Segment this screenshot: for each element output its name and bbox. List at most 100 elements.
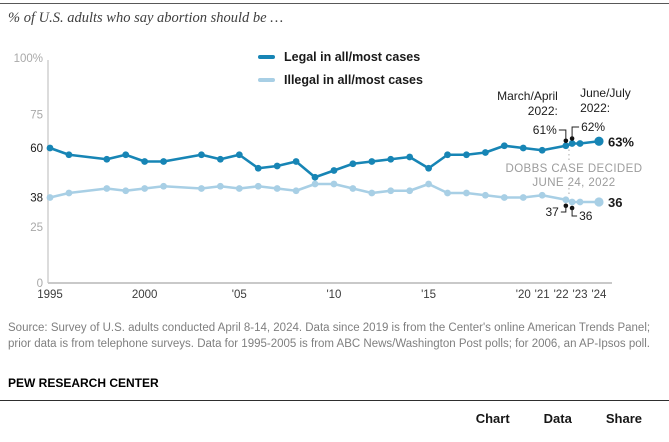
x-tick-label: '10 — [326, 289, 341, 301]
data-point-marker — [538, 146, 546, 154]
data-point-marker — [568, 140, 576, 147]
data-point-marker — [576, 140, 584, 147]
data-point-marker — [254, 164, 262, 172]
data-point-marker — [368, 158, 376, 165]
data-point-marker — [103, 155, 111, 163]
data-point-marker — [481, 191, 489, 199]
data-point-marker — [500, 142, 508, 150]
tab-data[interactable]: Data — [543, 411, 572, 426]
data-point-marker — [65, 189, 73, 197]
data-point-marker — [311, 173, 319, 181]
data-point-marker — [141, 158, 149, 165]
data-point-marker — [254, 182, 262, 190]
x-tick-label: '23 — [573, 289, 588, 301]
data-point-marker — [463, 151, 470, 159]
data-point-marker — [406, 153, 414, 161]
data-point-marker — [519, 144, 527, 152]
legend-item-legal: Legal in all/most cases — [258, 50, 423, 64]
data-point-marker — [46, 144, 54, 152]
data-point-marker — [444, 151, 451, 159]
tab-share[interactable]: Share — [605, 411, 642, 426]
y-tick-label: 60 — [30, 143, 43, 155]
annotation-june-july: 2022: — [580, 101, 610, 115]
survey-emphasis-dot — [563, 138, 569, 144]
data-point-marker — [235, 185, 243, 192]
end-label-legal: 63% — [608, 134, 634, 149]
x-tick-label: '15 — [421, 289, 436, 301]
data-point-marker — [273, 162, 281, 170]
data-point-marker — [562, 196, 570, 204]
source-note: Source: Survey of U.S. adults conducted … — [8, 322, 651, 351]
legend-label-illegal: Illegal in all/most cases — [284, 73, 423, 87]
illegal-line — [48, 182, 601, 204]
data-point-marker — [368, 189, 376, 197]
illegal-series-swatch — [258, 78, 275, 82]
dobbs-annotation: DOBBS CASE DECIDED — [505, 163, 642, 175]
data-point-marker — [216, 182, 224, 190]
data-point-marker — [519, 194, 527, 201]
data-point-marker — [141, 185, 149, 192]
legend: Legal in all/most cases Illegal in all/m… — [258, 50, 423, 96]
tab-chart[interactable]: Chart — [475, 411, 510, 426]
legend-item-illegal: Illegal in all/most cases — [258, 73, 423, 87]
y-tick-label: 38 — [30, 193, 43, 205]
brand-label: PEW RESEARCH CENTER — [8, 376, 159, 390]
survey-emphasis-dot — [563, 203, 569, 209]
annotation-connector — [558, 129, 567, 139]
data-point-marker — [330, 180, 338, 188]
chart-title: % of U.S. adults who say abortion should… — [8, 10, 284, 26]
data-point-marker — [576, 198, 584, 206]
data-point-marker — [235, 151, 243, 159]
x-tick-label: 2000 — [132, 289, 158, 301]
dobbs-annotation: JUNE 24, 2022 — [532, 177, 615, 189]
y-tick-label: 75 — [30, 109, 43, 121]
y-tick-label: 100% — [14, 53, 43, 65]
annotation-march-april: 2022: — [528, 104, 558, 118]
data-point-marker — [568, 198, 576, 206]
y-tick-label: 25 — [30, 222, 43, 234]
data-point-marker — [46, 194, 54, 201]
x-tick-label: '21 — [535, 289, 550, 301]
data-point-marker — [198, 185, 205, 192]
end-label-illegal: 36 — [608, 195, 622, 210]
data-point-marker — [160, 182, 167, 190]
top-divider — [0, 3, 669, 4]
annotation-connector — [571, 126, 580, 138]
annotation-connector — [571, 207, 578, 217]
data-point-marker — [292, 158, 300, 165]
data-point-marker — [481, 149, 489, 156]
data-point-marker — [500, 194, 508, 201]
data-point-marker — [594, 197, 604, 207]
x-tick-label: '20 — [516, 289, 531, 301]
y-tick-label: 0 — [37, 278, 43, 290]
legend-label-legal: Legal in all/most cases — [284, 50, 421, 64]
footer-divider — [0, 400, 669, 401]
data-point-marker — [311, 180, 319, 188]
data-point-marker — [198, 151, 205, 159]
annotation-march-april: March/April — [497, 89, 558, 103]
chart-toolbar: Chart Data Share — [476, 411, 642, 426]
x-tick-label: '24 — [591, 289, 607, 301]
annotation-value-61: 61% — [533, 123, 557, 137]
data-point-marker — [216, 155, 224, 163]
annotation-value-36: 36 — [579, 209, 593, 223]
x-tick-label: '05 — [232, 289, 247, 301]
data-point-marker — [160, 158, 167, 165]
annotation-connector — [560, 206, 567, 213]
data-point-marker — [330, 167, 338, 174]
data-point-marker — [562, 142, 570, 150]
data-point-marker — [349, 185, 357, 192]
data-point-marker — [292, 187, 300, 195]
data-point-marker — [425, 180, 432, 188]
x-tick-label: '22 — [554, 289, 569, 301]
data-point-marker — [349, 160, 357, 168]
x-tick-label: 1995 — [37, 289, 63, 301]
data-point-marker — [387, 187, 395, 195]
data-point-marker — [103, 185, 111, 192]
data-point-marker — [122, 151, 130, 159]
data-point-marker — [594, 136, 604, 146]
data-point-marker — [387, 155, 395, 163]
data-point-marker — [463, 189, 470, 197]
data-point-marker — [406, 187, 414, 195]
